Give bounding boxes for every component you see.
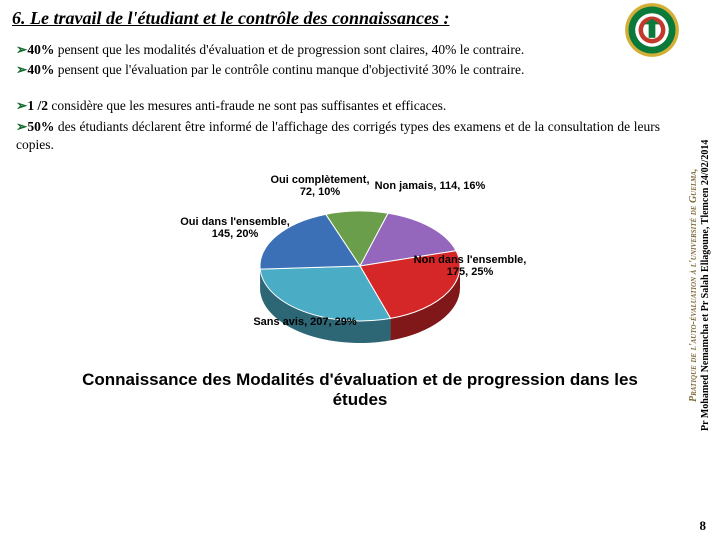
bullet-item: ➢1 /2 considère que les mesures anti-fra…	[16, 97, 660, 115]
bullet-pct: 40%	[27, 62, 54, 77]
sidebar-line1: Pratique de l'auto-évaluation à l'univer…	[688, 168, 699, 402]
bullet-text: pensent que les modalités d'évaluation e…	[54, 42, 524, 57]
university-logo	[624, 2, 680, 58]
chart-label: Oui dans l'ensemble, 145, 20%	[180, 216, 290, 240]
bullet-icon: ➢	[16, 42, 27, 57]
bullet-text: pensent que l'évaluation par le contrôle…	[54, 62, 524, 77]
chart-label: Non dans l'ensemble, 175, 25%	[410, 254, 530, 278]
bullet-icon: ➢	[16, 62, 27, 77]
bullet-icon: ➢	[16, 98, 27, 113]
sidebar-line2: Pr Mohamed Nemamcha et Pr Salah Ellagoun…	[700, 139, 711, 430]
bullet-item: ➢50% des étudiants déclarent être inform…	[16, 118, 660, 154]
section-title: 6. Le travail de l'étudiant et le contrô…	[12, 8, 632, 29]
pie-chart: Oui complètement, 72, 10% Non jamais, 11…	[80, 166, 640, 366]
chart-label: Oui complètement, 72, 10%	[265, 174, 375, 198]
chart-title: Connaissance des Modalités d'évaluation …	[0, 370, 720, 410]
page-number: 8	[700, 518, 707, 534]
bullet-pct: 1 /2	[27, 98, 48, 113]
bullet-pct: 40%	[27, 42, 54, 57]
chart-label: Sans avis, 207, 29%	[240, 316, 370, 328]
sidebar-citation: Pratique de l'auto-évaluation à l'univer…	[686, 50, 714, 520]
chart-label: Non jamais, 114, 16%	[370, 180, 490, 192]
bullet-item: ➢40% pensent que l'évaluation par le con…	[16, 61, 660, 79]
bullet-item: ➢40% pensent que les modalités d'évaluat…	[16, 41, 660, 59]
bullet-text: considère que les mesures anti-fraude ne…	[48, 98, 446, 113]
bullet-pct: 50%	[27, 119, 54, 134]
bullet-text: des étudiants déclarent être informé de …	[16, 119, 660, 152]
bullet-icon: ➢	[16, 119, 27, 134]
